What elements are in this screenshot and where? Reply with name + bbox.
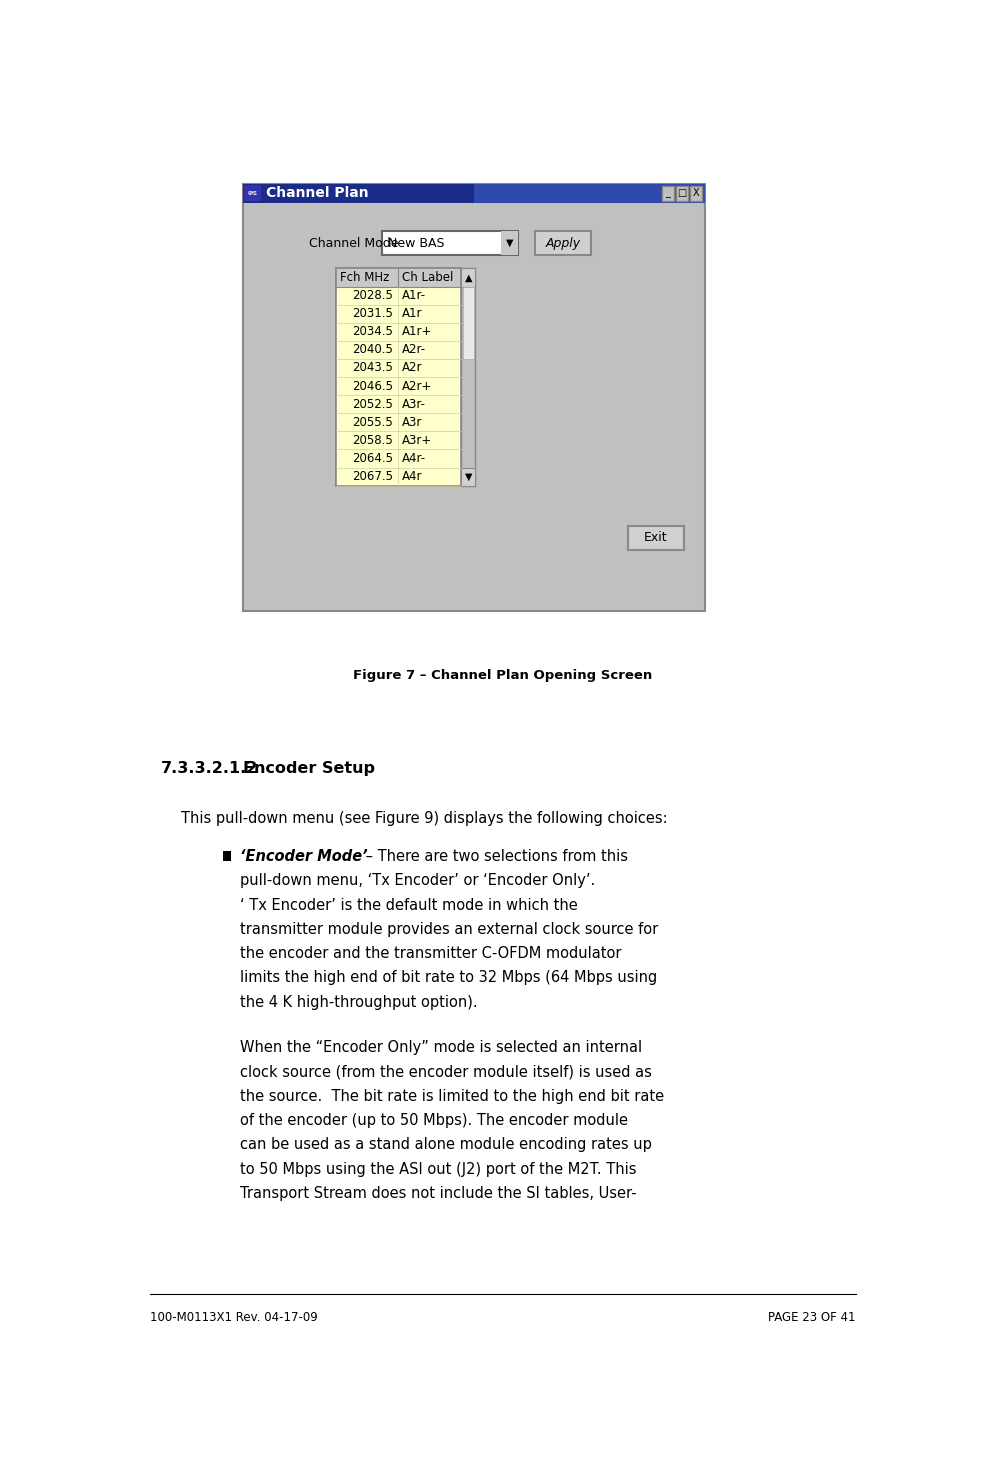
Text: □: □: [677, 188, 687, 198]
Text: the source.  The bit rate is limited to the high end bit rate: the source. The bit rate is limited to t…: [240, 1089, 664, 1104]
Text: New BAS: New BAS: [388, 237, 445, 250]
Text: Exit: Exit: [644, 531, 668, 545]
Text: to 50 Mbps using the ASI out (J2) port of the M2T. This: to 50 Mbps using the ASI out (J2) port o…: [240, 1162, 637, 1177]
Bar: [336, 268, 461, 485]
Text: 2058.5: 2058.5: [352, 434, 393, 447]
Text: A2r+: A2r+: [402, 379, 433, 392]
Text: A3r: A3r: [402, 416, 423, 429]
Text: PAGE 23 OF 41: PAGE 23 OF 41: [768, 1311, 855, 1325]
Text: 2052.5: 2052.5: [352, 398, 393, 410]
Bar: [461, 268, 475, 287]
Bar: [336, 377, 461, 395]
Text: Channel Plan: Channel Plan: [266, 186, 369, 200]
Bar: [628, 527, 684, 549]
Bar: [244, 185, 261, 201]
Bar: [501, 231, 518, 255]
Text: Channel Mode: Channel Mode: [309, 237, 398, 250]
Text: Figure 7 – Channel Plan Opening Screen: Figure 7 – Channel Plan Opening Screen: [353, 669, 652, 682]
Bar: [336, 450, 461, 468]
Bar: [336, 268, 461, 287]
Text: A3r+: A3r+: [402, 434, 433, 447]
Text: 7.3.3.2.1.2: 7.3.3.2.1.2: [162, 761, 259, 776]
Text: 2043.5: 2043.5: [352, 361, 393, 374]
Bar: [690, 185, 701, 201]
Bar: [463, 287, 474, 360]
Bar: [662, 185, 674, 201]
Bar: [383, 231, 518, 255]
Bar: [242, 184, 705, 203]
Bar: [535, 231, 591, 255]
Text: limits the high end of bit rate to 32 Mbps (64 Mbps using: limits the high end of bit rate to 32 Mb…: [240, 971, 657, 986]
Text: transmitter module provides an external clock source for: transmitter module provides an external …: [240, 922, 658, 937]
Bar: [242, 184, 705, 611]
Bar: [336, 268, 461, 485]
Text: ▼: ▼: [505, 238, 513, 249]
Bar: [461, 268, 475, 485]
Text: the 4 K high-throughput option).: the 4 K high-throughput option).: [240, 995, 478, 1009]
Text: clock source (from the encoder module itself) is used as: clock source (from the encoder module it…: [240, 1064, 652, 1079]
Bar: [336, 395, 461, 413]
Bar: [336, 340, 461, 360]
Bar: [336, 360, 461, 377]
Text: 2046.5: 2046.5: [352, 379, 393, 392]
Text: _: _: [665, 188, 670, 198]
Text: 100-M0113X1 Rev. 04-17-09: 100-M0113X1 Rev. 04-17-09: [150, 1311, 318, 1325]
Text: 2064.5: 2064.5: [352, 451, 393, 465]
Text: the encoder and the transmitter C-OFDM modulator: the encoder and the transmitter C-OFDM m…: [240, 946, 622, 961]
Text: A4r: A4r: [402, 471, 423, 482]
Text: A2r: A2r: [402, 361, 423, 374]
Text: X: X: [693, 188, 699, 198]
Text: A3r-: A3r-: [402, 398, 427, 410]
Bar: [336, 413, 461, 431]
Text: A2r-: A2r-: [402, 343, 427, 357]
Text: ‘Encoder Mode’: ‘Encoder Mode’: [240, 850, 368, 864]
Text: ▼: ▼: [465, 472, 472, 481]
Text: This pull-down menu (see Figure 9) displays the following choices:: This pull-down menu (see Figure 9) displ…: [181, 811, 667, 826]
Text: A1r+: A1r+: [402, 326, 433, 339]
Bar: [336, 287, 461, 305]
Text: Fch MHz: Fch MHz: [340, 271, 389, 284]
Text: A1r: A1r: [402, 308, 423, 320]
Bar: [336, 323, 461, 340]
Bar: [336, 305, 461, 323]
Text: 2028.5: 2028.5: [352, 289, 393, 302]
Text: – There are two selections from this: – There are two selections from this: [361, 850, 628, 864]
Bar: [336, 431, 461, 450]
Text: Encoder Setup: Encoder Setup: [242, 761, 375, 776]
Text: ‘ Tx Encoder’ is the default mode in which the: ‘ Tx Encoder’ is the default mode in whi…: [240, 897, 578, 913]
Text: of the encoder (up to 50 Mbps). The encoder module: of the encoder (up to 50 Mbps). The enco…: [240, 1113, 629, 1128]
Text: A1r-: A1r-: [402, 289, 427, 302]
Text: pull-down menu, ‘Tx Encoder’ or ‘Encoder Only’.: pull-down menu, ‘Tx Encoder’ or ‘Encoder…: [240, 873, 595, 888]
Bar: [474, 184, 705, 203]
Bar: [676, 185, 688, 201]
Text: A4r-: A4r-: [402, 451, 427, 465]
Text: ▲: ▲: [465, 272, 472, 283]
Text: 2034.5: 2034.5: [352, 326, 393, 339]
Bar: [224, 851, 232, 860]
Text: 2040.5: 2040.5: [352, 343, 393, 357]
Text: Transport Stream does not include the SI tables, User-: Transport Stream does not include the SI…: [240, 1185, 637, 1200]
Text: Apply: Apply: [545, 237, 581, 250]
Text: Ch Label: Ch Label: [402, 271, 454, 284]
Text: 2055.5: 2055.5: [352, 416, 393, 429]
Text: When the “Encoder Only” mode is selected an internal: When the “Encoder Only” mode is selected…: [240, 1040, 643, 1055]
Text: GMS: GMS: [248, 191, 258, 195]
Bar: [336, 468, 461, 485]
Text: can be used as a stand alone module encoding rates up: can be used as a stand alone module enco…: [240, 1138, 652, 1153]
Text: 2067.5: 2067.5: [352, 471, 393, 482]
Text: 2031.5: 2031.5: [352, 308, 393, 320]
Bar: [461, 468, 475, 485]
